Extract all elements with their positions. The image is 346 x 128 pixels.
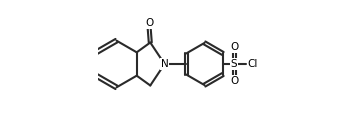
Text: Cl: Cl — [247, 59, 257, 69]
Text: O: O — [230, 42, 238, 52]
Text: O: O — [230, 76, 238, 86]
Text: N: N — [161, 59, 169, 69]
Text: O: O — [145, 18, 153, 28]
Text: S: S — [231, 59, 237, 69]
